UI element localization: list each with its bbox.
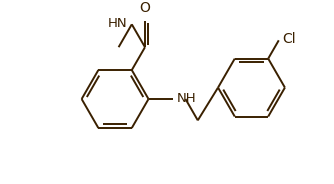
Text: HN: HN: [108, 17, 127, 30]
Text: NH: NH: [177, 92, 196, 105]
Text: O: O: [140, 1, 150, 15]
Text: Cl: Cl: [282, 32, 296, 46]
